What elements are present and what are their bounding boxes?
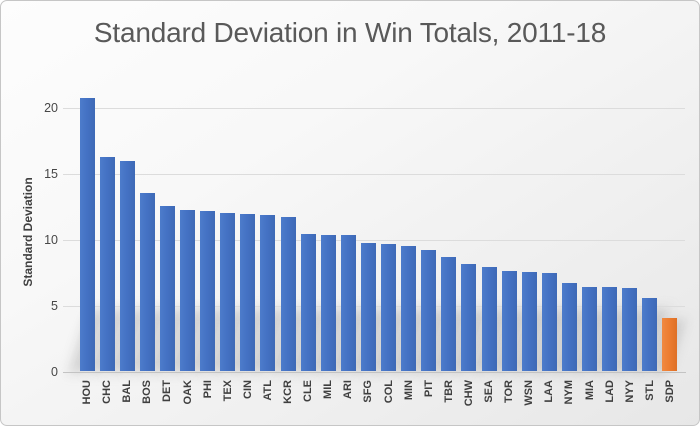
- bar-PIT: [421, 249, 437, 371]
- x-axis-label-STL: STL: [643, 380, 656, 401]
- bar-ATL: [260, 215, 276, 371]
- x-axis-label-SFG: SFG: [362, 380, 375, 403]
- x-axis-label-LAD: LAD: [603, 380, 616, 403]
- bar-NYY: [622, 287, 638, 371]
- gridline-10: [63, 240, 685, 241]
- bar-ARI: [340, 235, 356, 371]
- bar-WSN: [521, 272, 537, 371]
- x-axis-label-PHI: PHI: [201, 380, 214, 399]
- bar-CLE: [300, 233, 316, 371]
- x-axis-label-MIN: MIN: [402, 380, 415, 401]
- gridline-15: [63, 174, 685, 175]
- x-axis-label-CLE: CLE: [302, 380, 315, 402]
- x-axis-label-BOS: BOS: [141, 380, 154, 404]
- x-axis-label-TOR: TOR: [503, 380, 516, 404]
- bar-OAK: [180, 209, 195, 371]
- bar-TOR: [501, 270, 517, 371]
- x-axis-label-CIN: CIN: [241, 380, 254, 399]
- bar-BOS: [139, 192, 155, 371]
- bar-PHI: [200, 211, 216, 371]
- bar-CHW: [461, 264, 477, 371]
- x-axis-label-ARI: ARI: [342, 380, 355, 399]
- x-axis-label-MIA: MIA: [583, 380, 596, 401]
- x-axis-label-KCR: KCR: [282, 380, 294, 404]
- x-axis-label-SDP: SDP: [663, 380, 676, 403]
- bar-HOU: [79, 97, 95, 371]
- x-axis-label-PIT: PIT: [422, 380, 435, 398]
- bar-MIL: [320, 235, 336, 371]
- bar-SDP: [662, 318, 678, 371]
- x-axis-label-TBR: TBR: [442, 380, 455, 403]
- bar-STL: [642, 298, 658, 371]
- bar-LAA: [541, 273, 557, 371]
- bar-MIN: [401, 245, 417, 371]
- x-axis-label-COL: COL: [382, 380, 395, 404]
- x-axis-label-LAA: LAA: [543, 380, 556, 403]
- x-axis-label-MIL: MIL: [322, 380, 335, 399]
- x-axis-label-ATL: ATL: [261, 380, 274, 401]
- x-axis-label-OAK: OAK: [181, 380, 194, 405]
- y-tick-label-10: 10: [44, 233, 58, 247]
- x-axis-label-CHW: CHW: [462, 380, 475, 407]
- bar-SEA: [481, 266, 497, 371]
- x-axis-label-NYY: NYY: [623, 380, 636, 403]
- bar-BAL: [119, 161, 135, 371]
- x-axis-line: [63, 372, 686, 373]
- x-axis-label-SEA: SEA: [483, 380, 495, 403]
- gridline-20: [63, 108, 685, 109]
- x-axis-label-BAL: BAL: [121, 380, 134, 403]
- bar-NYM: [561, 282, 577, 371]
- y-tick-label-20: 20: [44, 101, 58, 115]
- bar-KCR: [280, 216, 296, 371]
- bar-TEX: [220, 212, 236, 371]
- y-tick-label-5: 5: [51, 299, 58, 313]
- y-tick-label-0: 0: [51, 365, 58, 379]
- bar-TBR: [441, 257, 457, 371]
- bar-COL: [381, 244, 396, 371]
- x-axis-label-TEX: TEX: [221, 380, 234, 402]
- x-axis-label-HOU: HOU: [81, 380, 93, 405]
- chart-title: Standard Deviation in Win Totals, 2011-1…: [93, 17, 607, 48]
- bar-CHC: [99, 157, 115, 371]
- x-axis-label-NYM: NYM: [563, 380, 576, 405]
- x-axis-label-WSN: WSN: [523, 380, 536, 406]
- bar-CIN: [240, 213, 256, 371]
- x-axis-label-CHC: CHC: [101, 380, 114, 404]
- bar-SFG: [360, 242, 376, 371]
- y-tick-label-15: 15: [44, 167, 58, 181]
- x-axis-label-DET: DET: [161, 380, 174, 402]
- bar-LAD: [602, 286, 618, 371]
- bar-MIA: [582, 286, 597, 371]
- bar-DET: [159, 206, 175, 371]
